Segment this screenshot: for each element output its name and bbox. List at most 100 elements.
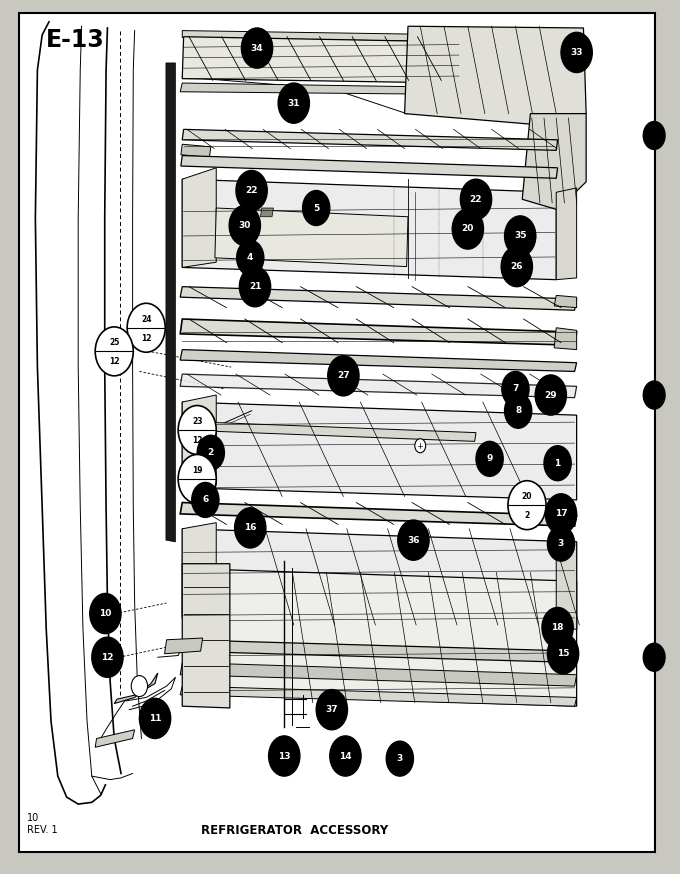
Polygon shape: [182, 37, 462, 83]
Circle shape: [460, 179, 492, 219]
Text: 11: 11: [149, 714, 161, 723]
Text: 29: 29: [545, 391, 557, 399]
Text: 20: 20: [522, 492, 532, 501]
Text: 31: 31: [288, 99, 300, 108]
Text: 5: 5: [313, 204, 320, 212]
Polygon shape: [180, 287, 577, 310]
Polygon shape: [180, 503, 577, 526]
Circle shape: [330, 736, 361, 776]
Polygon shape: [182, 402, 577, 500]
Circle shape: [229, 205, 260, 246]
Circle shape: [643, 121, 665, 149]
Text: 6: 6: [202, 496, 209, 504]
Text: 22: 22: [245, 186, 258, 195]
Text: 36: 36: [407, 536, 420, 545]
FancyBboxPatch shape: [19, 13, 655, 852]
Circle shape: [90, 593, 121, 634]
Circle shape: [547, 634, 579, 674]
Polygon shape: [182, 523, 216, 619]
Polygon shape: [554, 295, 577, 308]
Circle shape: [398, 520, 429, 560]
Polygon shape: [180, 374, 577, 398]
Polygon shape: [182, 31, 583, 44]
Polygon shape: [182, 129, 558, 150]
Text: 14: 14: [339, 752, 352, 760]
Polygon shape: [180, 350, 577, 371]
Text: 34: 34: [251, 44, 263, 52]
Circle shape: [235, 508, 266, 548]
Circle shape: [303, 191, 330, 225]
Circle shape: [237, 240, 264, 275]
Text: 21: 21: [249, 282, 261, 291]
Text: E-13: E-13: [46, 28, 105, 52]
Text: 8: 8: [515, 406, 522, 415]
Polygon shape: [95, 730, 135, 747]
Text: 2: 2: [207, 448, 214, 457]
Polygon shape: [180, 83, 457, 94]
Text: 17: 17: [555, 510, 567, 518]
Circle shape: [328, 356, 359, 396]
Text: 10: 10: [99, 609, 112, 618]
Polygon shape: [180, 319, 577, 345]
Text: 37: 37: [326, 705, 338, 714]
Circle shape: [643, 381, 665, 409]
Polygon shape: [242, 203, 257, 212]
Text: 2: 2: [524, 511, 530, 520]
Text: 3: 3: [558, 539, 564, 548]
Text: 25: 25: [109, 338, 120, 347]
Text: 22: 22: [470, 195, 482, 204]
Circle shape: [452, 209, 483, 249]
Circle shape: [547, 526, 575, 561]
Text: 4: 4: [194, 485, 200, 494]
Circle shape: [535, 375, 566, 415]
Text: 12: 12: [101, 653, 114, 662]
Circle shape: [544, 446, 571, 481]
Polygon shape: [180, 686, 577, 706]
Text: 24: 24: [141, 315, 152, 323]
Circle shape: [415, 439, 426, 453]
Circle shape: [502, 371, 529, 406]
Text: 35: 35: [514, 232, 526, 240]
Text: 27: 27: [337, 371, 350, 380]
Polygon shape: [405, 26, 586, 124]
Text: 13: 13: [278, 752, 290, 760]
Polygon shape: [166, 63, 175, 542]
Polygon shape: [182, 395, 216, 491]
Text: 33: 33: [571, 48, 583, 57]
Circle shape: [476, 441, 503, 476]
Circle shape: [542, 607, 573, 648]
Polygon shape: [182, 179, 556, 280]
Polygon shape: [228, 570, 577, 706]
Text: 7: 7: [512, 385, 519, 393]
Circle shape: [236, 170, 267, 211]
Text: REFRIGERATOR  ACCESSORY: REFRIGERATOR ACCESSORY: [201, 824, 388, 837]
Text: 10: 10: [27, 814, 39, 823]
Text: 20: 20: [462, 225, 474, 233]
Circle shape: [505, 393, 532, 428]
Text: 30: 30: [239, 221, 251, 230]
Text: 3: 3: [396, 754, 403, 763]
Polygon shape: [556, 188, 577, 280]
Polygon shape: [182, 168, 216, 267]
Text: 12: 12: [109, 357, 120, 366]
Text: 9: 9: [486, 454, 493, 463]
Polygon shape: [181, 421, 476, 441]
Text: 18: 18: [551, 623, 564, 632]
Text: 15: 15: [557, 649, 569, 658]
Polygon shape: [180, 662, 577, 686]
Polygon shape: [556, 540, 577, 629]
Circle shape: [92, 637, 123, 677]
Circle shape: [561, 32, 592, 73]
Polygon shape: [180, 640, 577, 662]
Circle shape: [386, 741, 413, 776]
Circle shape: [178, 454, 216, 503]
Circle shape: [95, 327, 133, 376]
Circle shape: [127, 303, 165, 352]
Polygon shape: [181, 144, 211, 157]
Circle shape: [192, 482, 219, 517]
Polygon shape: [165, 638, 203, 654]
Circle shape: [131, 676, 148, 697]
Circle shape: [545, 494, 577, 534]
Circle shape: [278, 83, 309, 123]
Text: 19: 19: [192, 466, 203, 475]
